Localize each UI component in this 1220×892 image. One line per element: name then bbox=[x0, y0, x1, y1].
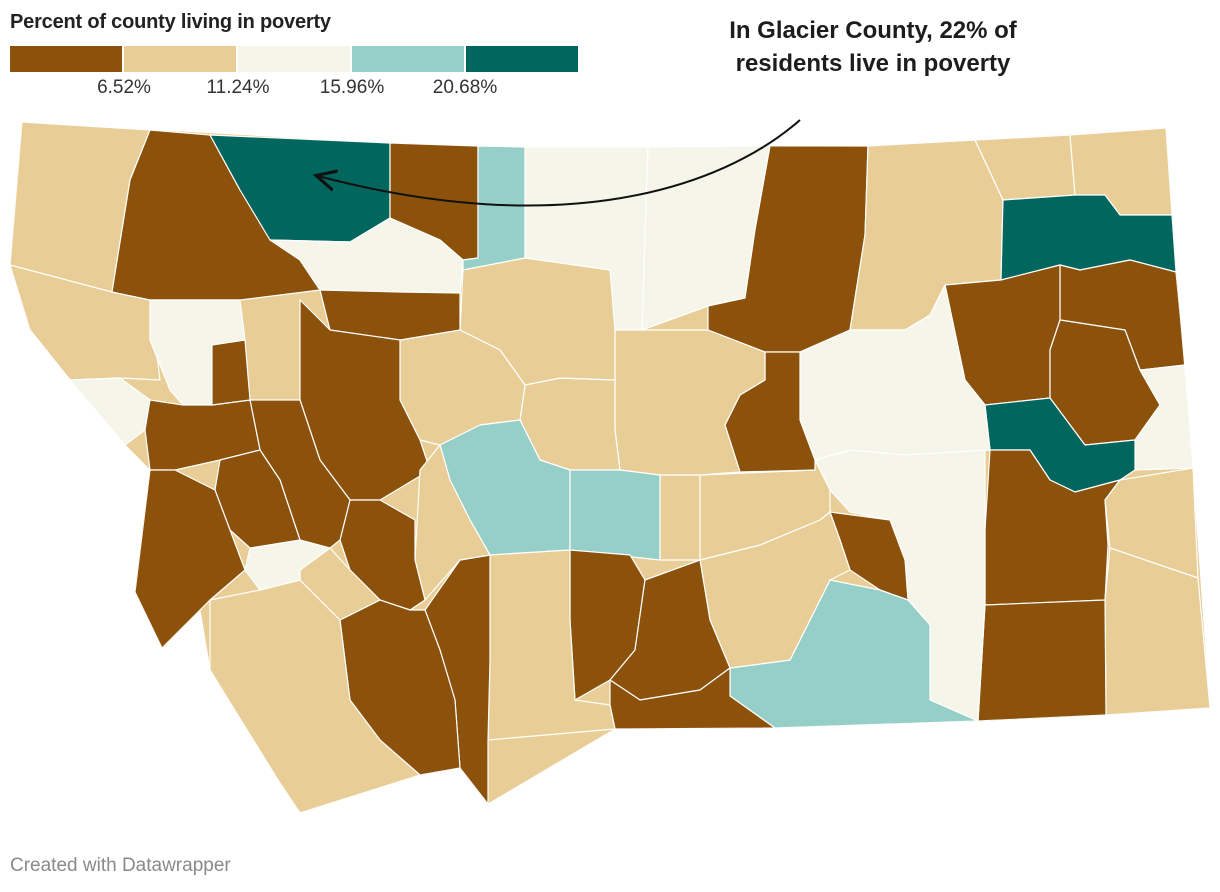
legend-title: Percent of county living in poverty bbox=[10, 11, 331, 33]
legend-swatch-4 bbox=[352, 46, 466, 72]
legend-swatch-1 bbox=[10, 46, 124, 72]
credit-text: Created with Datawrapper bbox=[10, 855, 231, 876]
county-carter bbox=[1104, 547, 1210, 716]
legend-threshold-1: 6.52% bbox=[97, 77, 151, 98]
county-pondera bbox=[269, 217, 464, 294]
county-wheatland bbox=[569, 469, 661, 561]
glacier-county-annotation: In Glacier County, 22% of residents live… bbox=[729, 17, 1017, 77]
legend-color-scale bbox=[10, 46, 578, 72]
legend-swatch-3 bbox=[238, 46, 352, 72]
legend-threshold-2: 11.24% bbox=[206, 77, 270, 98]
legend-swatch-5 bbox=[466, 46, 578, 72]
legend-threshold-3: 15.96% bbox=[319, 77, 385, 98]
county-jefferson bbox=[339, 499, 426, 611]
county-ravalli bbox=[134, 469, 246, 649]
legend-threshold-4: 20.68% bbox=[432, 77, 498, 98]
legend-swatch-2 bbox=[124, 46, 238, 72]
county-lake-south bbox=[211, 339, 251, 406]
